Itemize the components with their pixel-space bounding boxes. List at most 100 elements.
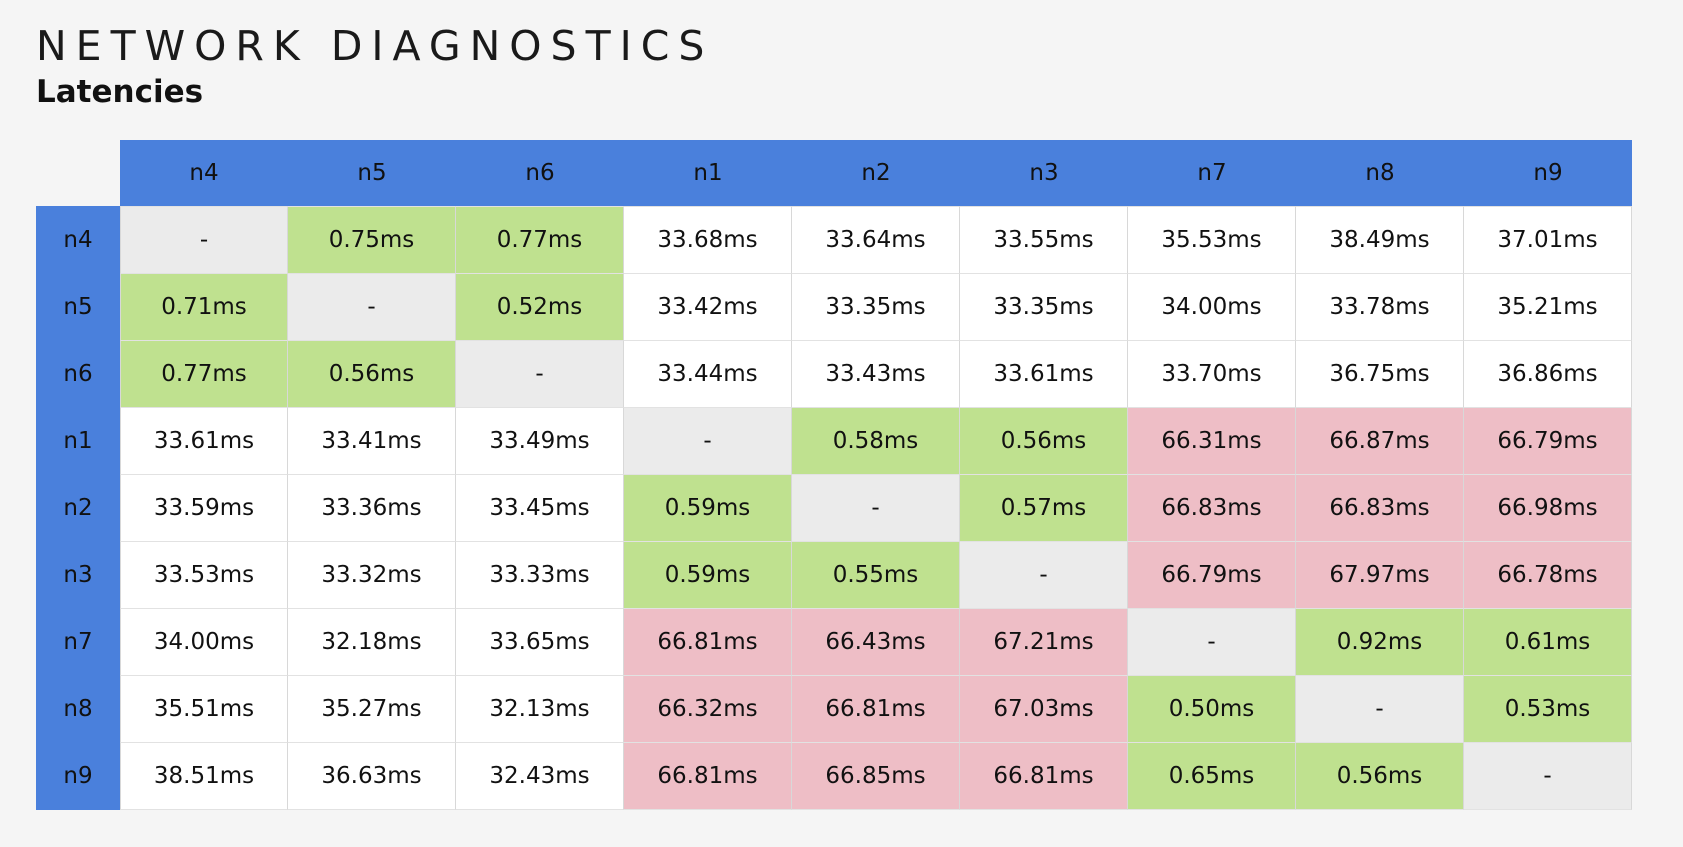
latency-cell-n6-n5[interactable]: 0.56ms [288, 340, 456, 408]
latency-cell-n8-n1[interactable]: 66.32ms [624, 675, 792, 743]
matrix-column-header-n7[interactable]: n7 [1128, 139, 1296, 206]
matrix-row-header-n6[interactable]: n6 [36, 340, 120, 408]
latency-cell-n2-n8[interactable]: 66.83ms [1296, 474, 1464, 542]
matrix-row-header-n2[interactable]: n2 [36, 474, 120, 542]
latency-cell-n7-n3[interactable]: 67.21ms [960, 608, 1128, 676]
latency-cell-n8-n5[interactable]: 35.27ms [288, 675, 456, 743]
latency-cell-n6-n6[interactable]: - [456, 340, 624, 408]
latency-cell-n3-n7[interactable]: 66.79ms [1128, 541, 1296, 609]
matrix-row-header-n3[interactable]: n3 [36, 541, 120, 609]
latency-cell-n3-n9[interactable]: 66.78ms [1464, 541, 1632, 609]
latency-cell-n7-n1[interactable]: 66.81ms [624, 608, 792, 676]
matrix-column-header-n4[interactable]: n4 [120, 139, 288, 206]
latency-cell-n9-n3[interactable]: 66.81ms [960, 742, 1128, 810]
latency-cell-n7-n5[interactable]: 32.18ms [288, 608, 456, 676]
latency-cell-n5-n2[interactable]: 33.35ms [792, 273, 960, 341]
latency-cell-n3-n1[interactable]: 0.59ms [624, 541, 792, 609]
latency-cell-n9-n7[interactable]: 0.65ms [1128, 742, 1296, 810]
matrix-column-header-n5[interactable]: n5 [288, 139, 456, 206]
latency-cell-n1-n5[interactable]: 33.41ms [288, 407, 456, 475]
latency-cell-n3-n6[interactable]: 33.33ms [456, 541, 624, 609]
latency-cell-n8-n8[interactable]: - [1296, 675, 1464, 743]
matrix-column-header-n1[interactable]: n1 [624, 139, 792, 206]
latency-cell-n8-n7[interactable]: 0.50ms [1128, 675, 1296, 743]
latency-cell-n5-n4[interactable]: 0.71ms [120, 273, 288, 341]
matrix-row-header-n7[interactable]: n7 [36, 608, 120, 676]
latency-cell-n3-n3[interactable]: - [960, 541, 1128, 609]
latency-cell-n4-n7[interactable]: 35.53ms [1128, 205, 1296, 274]
latency-cell-n4-n1[interactable]: 33.68ms [624, 205, 792, 274]
matrix-column-header-n2[interactable]: n2 [792, 139, 960, 206]
latency-cell-n4-n3[interactable]: 33.55ms [960, 205, 1128, 274]
latency-cell-n8-n3[interactable]: 67.03ms [960, 675, 1128, 743]
matrix-row-header-n5[interactable]: n5 [36, 273, 120, 341]
latency-cell-n6-n1[interactable]: 33.44ms [624, 340, 792, 408]
latency-cell-n7-n8[interactable]: 0.92ms [1296, 608, 1464, 676]
latency-cell-n9-n2[interactable]: 66.85ms [792, 742, 960, 810]
latency-cell-n6-n4[interactable]: 0.77ms [120, 340, 288, 408]
latency-cell-n8-n4[interactable]: 35.51ms [120, 675, 288, 743]
latency-cell-n6-n2[interactable]: 33.43ms [792, 340, 960, 408]
latency-cell-n5-n5[interactable]: - [288, 273, 456, 341]
latency-cell-n2-n4[interactable]: 33.59ms [120, 474, 288, 542]
latency-cell-n1-n2[interactable]: 0.58ms [792, 407, 960, 475]
latency-cell-n7-n9[interactable]: 0.61ms [1464, 608, 1632, 676]
latency-cell-n5-n3[interactable]: 33.35ms [960, 273, 1128, 341]
latency-value: 0.50ms [1168, 695, 1255, 722]
latency-cell-n5-n1[interactable]: 33.42ms [624, 273, 792, 341]
latency-cell-n5-n9[interactable]: 35.21ms [1464, 273, 1632, 341]
latency-cell-n9-n1[interactable]: 66.81ms [624, 742, 792, 810]
latency-cell-n9-n9[interactable]: - [1464, 742, 1632, 810]
matrix-row-header-n1[interactable]: n1 [36, 407, 120, 475]
latency-cell-n8-n9[interactable]: 0.53ms [1464, 675, 1632, 743]
matrix-row-header-n8[interactable]: n8 [36, 675, 120, 743]
latency-cell-n6-n3[interactable]: 33.61ms [960, 340, 1128, 408]
latency-cell-n2-n5[interactable]: 33.36ms [288, 474, 456, 542]
latency-cell-n2-n9[interactable]: 66.98ms [1464, 474, 1632, 542]
latency-cell-n5-n7[interactable]: 34.00ms [1128, 273, 1296, 341]
matrix-column-header-n8[interactable]: n8 [1296, 139, 1464, 206]
latency-cell-n3-n4[interactable]: 33.53ms [120, 541, 288, 609]
latency-cell-n1-n9[interactable]: 66.79ms [1464, 407, 1632, 475]
latency-cell-n4-n6[interactable]: 0.77ms [456, 205, 624, 274]
latency-cell-n1-n1[interactable]: - [624, 407, 792, 475]
latency-cell-n3-n5[interactable]: 33.32ms [288, 541, 456, 609]
latency-cell-n1-n8[interactable]: 66.87ms [1296, 407, 1464, 475]
matrix-column-header-n3[interactable]: n3 [960, 139, 1128, 206]
latency-cell-n7-n6[interactable]: 33.65ms [456, 608, 624, 676]
latency-cell-n2-n3[interactable]: 0.57ms [960, 474, 1128, 542]
latency-cell-n6-n8[interactable]: 36.75ms [1296, 340, 1464, 408]
latency-cell-n1-n6[interactable]: 33.49ms [456, 407, 624, 475]
latency-cell-n4-n5[interactable]: 0.75ms [288, 205, 456, 274]
matrix-column-header-n6[interactable]: n6 [456, 139, 624, 206]
latency-cell-n2-n1[interactable]: 0.59ms [624, 474, 792, 542]
latency-cell-n8-n6[interactable]: 32.13ms [456, 675, 624, 743]
latency-cell-n9-n8[interactable]: 0.56ms [1296, 742, 1464, 810]
matrix-row-header-n4[interactable]: n4 [36, 205, 120, 274]
latency-cell-n2-n7[interactable]: 66.83ms [1128, 474, 1296, 542]
latency-cell-n5-n6[interactable]: 0.52ms [456, 273, 624, 341]
latency-cell-n4-n4[interactable]: - [120, 205, 288, 274]
matrix-row-header-n9[interactable]: n9 [36, 742, 120, 810]
latency-cell-n6-n9[interactable]: 36.86ms [1464, 340, 1632, 408]
latency-cell-n1-n4[interactable]: 33.61ms [120, 407, 288, 475]
latency-cell-n3-n2[interactable]: 0.55ms [792, 541, 960, 609]
latency-cell-n4-n9[interactable]: 37.01ms [1464, 205, 1632, 274]
latency-cell-n9-n6[interactable]: 32.43ms [456, 742, 624, 810]
matrix-column-header-n9[interactable]: n9 [1464, 139, 1632, 206]
latency-cell-n7-n7[interactable]: - [1128, 608, 1296, 676]
latency-cell-n1-n3[interactable]: 0.56ms [960, 407, 1128, 475]
latency-cell-n3-n8[interactable]: 67.97ms [1296, 541, 1464, 609]
latency-cell-n7-n4[interactable]: 34.00ms [120, 608, 288, 676]
latency-cell-n6-n7[interactable]: 33.70ms [1128, 340, 1296, 408]
latency-cell-n9-n5[interactable]: 36.63ms [288, 742, 456, 810]
latency-cell-n2-n2[interactable]: - [792, 474, 960, 542]
latency-cell-n8-n2[interactable]: 66.81ms [792, 675, 960, 743]
latency-cell-n4-n2[interactable]: 33.64ms [792, 205, 960, 274]
latency-cell-n2-n6[interactable]: 33.45ms [456, 474, 624, 542]
latency-cell-n9-n4[interactable]: 38.51ms [120, 742, 288, 810]
latency-cell-n1-n7[interactable]: 66.31ms [1128, 407, 1296, 475]
latency-cell-n4-n8[interactable]: 38.49ms [1296, 205, 1464, 274]
latency-cell-n7-n2[interactable]: 66.43ms [792, 608, 960, 676]
latency-cell-n5-n8[interactable]: 33.78ms [1296, 273, 1464, 341]
